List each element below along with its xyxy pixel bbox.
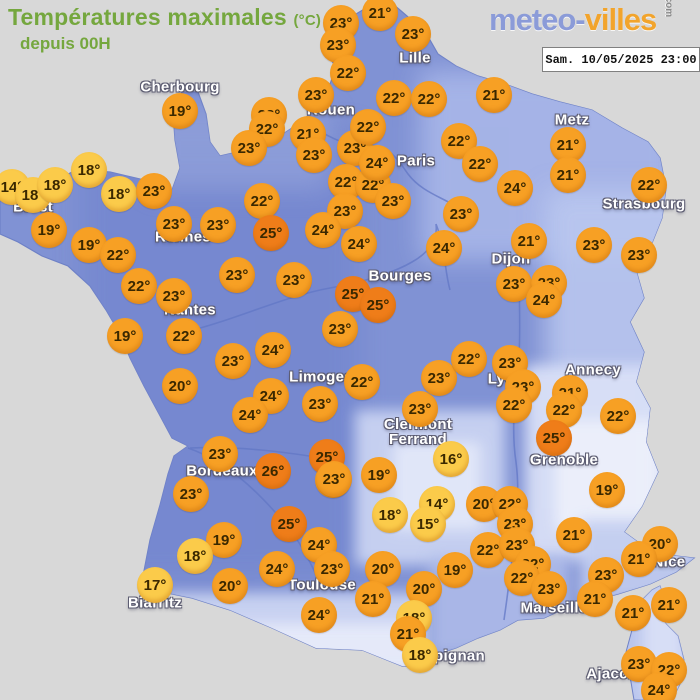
- title-main-text: Températures maximales: [8, 4, 287, 30]
- logo-part2: villes: [584, 2, 658, 37]
- title-main: Températures maximales (°C): [8, 4, 321, 31]
- title-unit-text: (°C): [293, 12, 322, 29]
- logo-part1: meteo-: [489, 2, 586, 37]
- logo-suffix: .com: [663, 0, 675, 18]
- map-title: Températures maximales (°C) depuis 00H: [8, 4, 321, 54]
- meteo-villes-logo[interactable]: meteo-villes .com: [489, 0, 681, 38]
- datetime-text: Sam. 10/05/2025 23:00: [545, 52, 697, 67]
- title-subtitle: depuis 00H: [20, 34, 111, 53]
- datetime-badge: Sam. 10/05/2025 23:00: [542, 47, 700, 72]
